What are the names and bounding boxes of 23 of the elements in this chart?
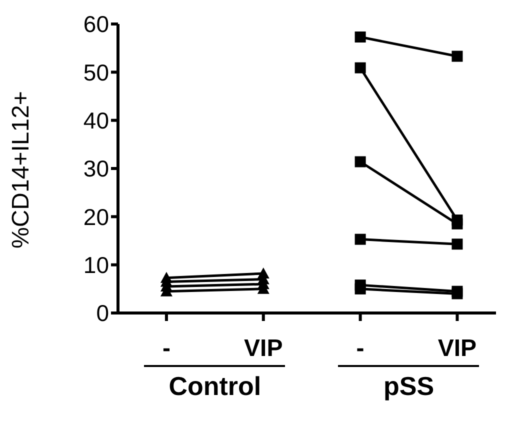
- point: [354, 234, 366, 245]
- point: [354, 156, 366, 168]
- point: [452, 288, 463, 300]
- y-tick-label: 60: [83, 11, 109, 38]
- x-tick-label: -: [162, 335, 170, 362]
- point: [354, 62, 366, 74]
- x-tick-label: -: [356, 335, 364, 362]
- point: [452, 238, 463, 250]
- y-tick-label: 20: [83, 204, 109, 230]
- point: [452, 50, 463, 62]
- point: [452, 218, 463, 230]
- y-tick-label: 50: [83, 59, 109, 86]
- x-tick-label: VIP: [244, 335, 283, 362]
- text: pSS: [382, 371, 436, 402]
- y-axis-title: %CD14+IL12+: [8, 91, 35, 248]
- y-tick-label: 30: [83, 156, 109, 182]
- x-tick-label: VIP: [438, 335, 477, 362]
- text: Control: [168, 371, 262, 402]
- y-tick-label: 10: [83, 252, 109, 278]
- point: [354, 283, 366, 294]
- y-tick-label: 0: [96, 300, 109, 326]
- y-tick-label: 40: [83, 108, 109, 134]
- point: [354, 32, 366, 43]
